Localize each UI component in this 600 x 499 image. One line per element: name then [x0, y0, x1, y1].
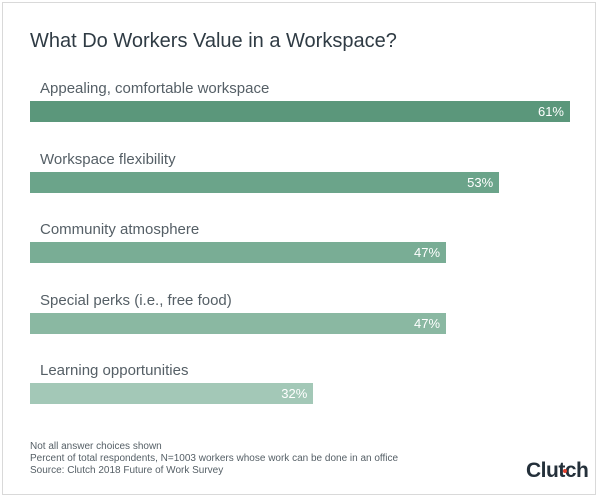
- data-label: 61%: [537, 104, 564, 119]
- source-note: Source: Clutch 2018 Future of Work Surve…: [30, 465, 224, 476]
- bar: [30, 101, 570, 122]
- chart-title: What Do Workers Value in a Workspace?: [30, 30, 397, 52]
- data-label: 47%: [414, 315, 441, 331]
- chart-frame: [2, 2, 596, 495]
- footnote: Percent of total respondents, N=1003 wor…: [30, 453, 399, 464]
- category-label: Learning opportunities: [40, 362, 189, 379]
- bar: [30, 312, 447, 334]
- logo-text: Clutch: [526, 459, 589, 482]
- data-label: 53%: [467, 174, 494, 190]
- footnote: Not all answer choices shown: [30, 441, 162, 452]
- bar: [30, 242, 447, 263]
- category-label: Workspace flexibility: [40, 150, 176, 168]
- category-label: Community atmosphere: [40, 221, 200, 238]
- data-label: 32%: [281, 386, 308, 401]
- category-label: Special perks (i.e., free food): [40, 291, 232, 309]
- bar: [30, 383, 314, 404]
- bar: [30, 171, 500, 193]
- data-label: 47%: [414, 245, 441, 260]
- logo-dot: [563, 469, 567, 473]
- clutch-logo: Clutch: [526, 459, 589, 483]
- category-label: Appealing, comfortable workspace: [40, 80, 270, 97]
